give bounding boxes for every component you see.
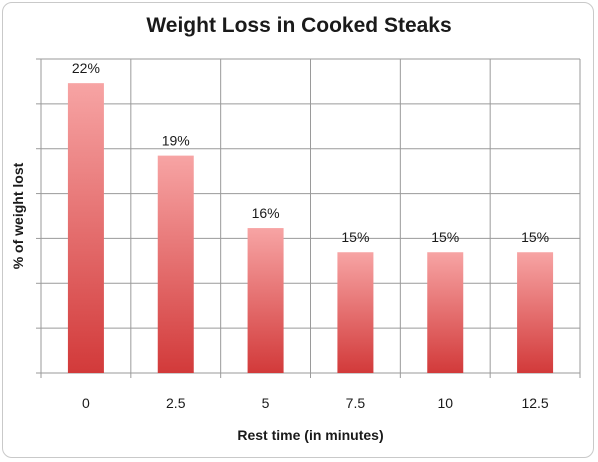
data-label-5: 16% (252, 205, 280, 221)
bar-12.5 (517, 252, 554, 373)
data-label-2.5: 19% (162, 133, 190, 149)
bars (67, 83, 554, 374)
x-tick-labels: 0 2.5 5 7.5 10 12.5 (82, 395, 549, 411)
bar-10 (427, 252, 464, 373)
gridlines (36, 58, 581, 378)
data-label-0: 22% (72, 60, 100, 76)
y-axis-title: % of weight lost (10, 162, 26, 269)
bar-0 (67, 83, 104, 374)
data-labels: 22% 19% 16% 15% 15% 15% (72, 60, 549, 245)
x-axis-title: Rest time (in minutes) (237, 427, 383, 443)
x-tick-label-2.5: 2.5 (166, 395, 186, 411)
x-tick-label-0: 0 (82, 395, 90, 411)
data-label-12.5: 15% (521, 229, 549, 245)
bar-7.5 (337, 252, 374, 373)
bar-2.5 (157, 155, 194, 373)
x-tick-label-5: 5 (262, 395, 270, 411)
x-tick-label-12.5: 12.5 (521, 395, 548, 411)
data-label-10: 15% (431, 229, 459, 245)
x-tick-label-10: 10 (437, 395, 453, 411)
data-label-7.5: 15% (341, 229, 369, 245)
chart-title: Weight Loss in Cooked Steaks (146, 14, 452, 37)
x-tick-label-7.5: 7.5 (346, 395, 366, 411)
bar-5 (247, 228, 284, 373)
